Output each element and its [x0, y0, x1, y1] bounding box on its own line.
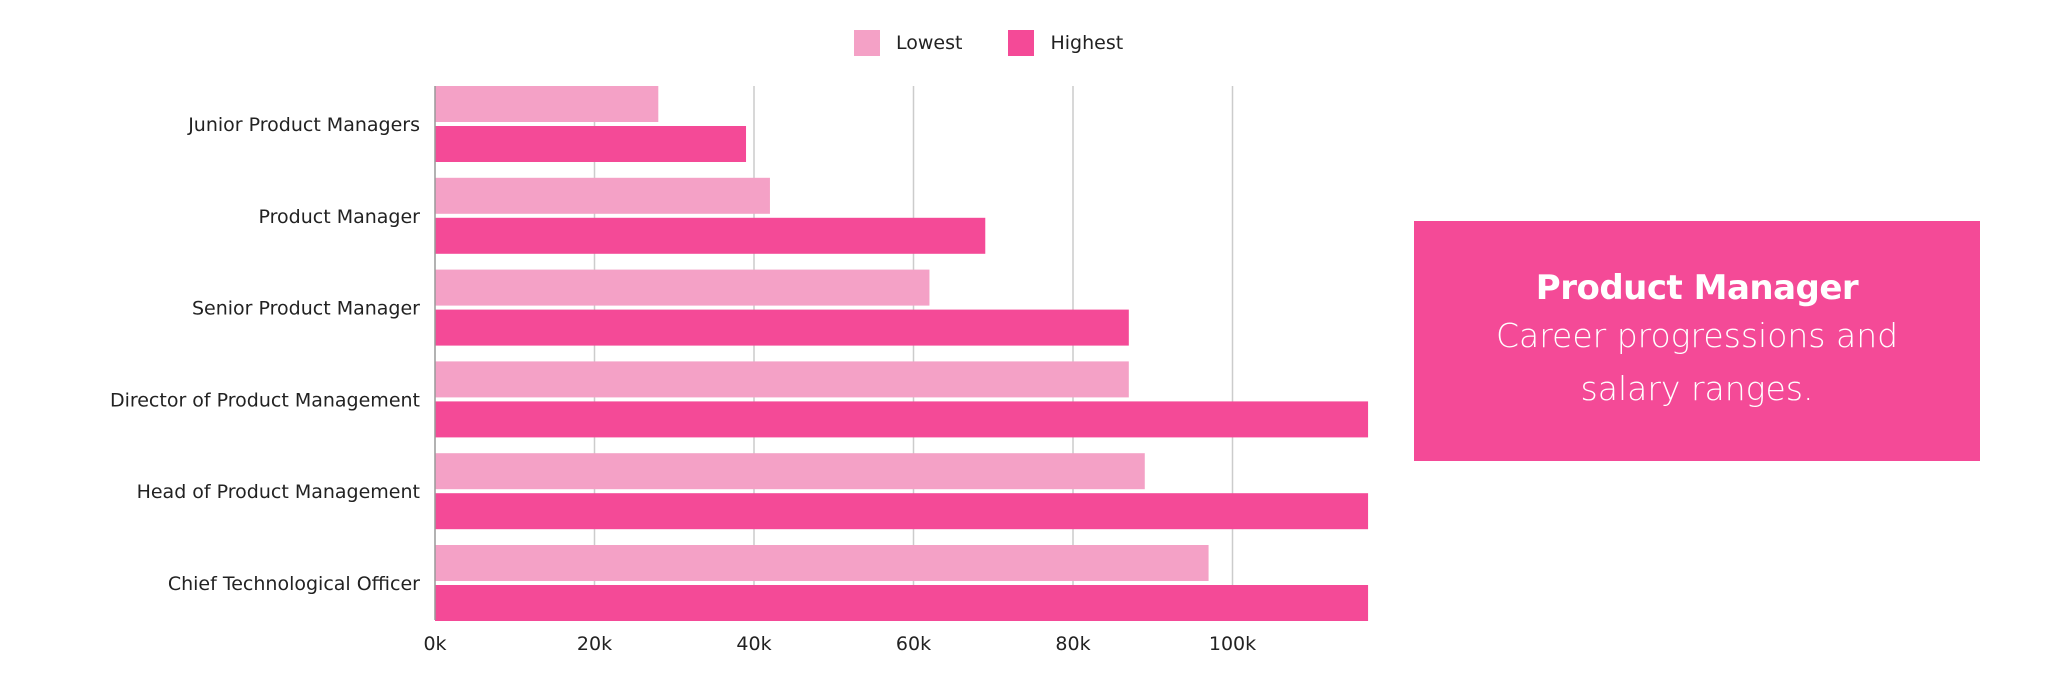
x-tick-label: 0k	[423, 633, 446, 655]
bar-highest	[435, 401, 1369, 438]
callout-text: Career progressions and salary ranges.	[1495, 316, 1899, 409]
x-tick-label: 40k	[736, 633, 771, 655]
bar-lowest	[435, 177, 770, 214]
legend-item-lowest: Lowest	[854, 30, 962, 56]
category-label: Senior Product Manager	[192, 298, 420, 320]
x-tick-label: 20k	[577, 633, 612, 655]
bar-highest	[435, 217, 986, 254]
bar-lowest	[435, 545, 1209, 581]
category-label: Chief Technological Officer	[168, 573, 420, 595]
bar-highest	[435, 585, 1369, 621]
chart-legend: Lowest Highest	[854, 30, 1169, 56]
legend-item-highest: Highest	[1008, 30, 1123, 56]
x-tick-label: 100k	[1209, 633, 1256, 655]
category-label: Head of Product Management	[137, 481, 420, 503]
legend-label-highest: Highest	[1050, 32, 1124, 54]
callout-title: Product Manager	[1535, 268, 1859, 309]
x-tick-label: 60k	[896, 633, 931, 655]
bar-highest	[435, 309, 1129, 346]
bar-highest	[435, 126, 747, 162]
legend-label-lowest: Lowest	[896, 32, 963, 54]
callout-box: Product Manager Career progressions and …	[1414, 221, 1980, 461]
category-label: Product Manager	[259, 206, 421, 228]
legend-swatch-lowest	[854, 30, 880, 56]
bar-lowest	[435, 361, 1129, 398]
x-tick-label: 80k	[1055, 633, 1090, 655]
bar-lowest	[435, 269, 930, 306]
bar-lowest	[435, 453, 1145, 490]
bar-lowest	[435, 86, 659, 122]
bar-highest	[435, 493, 1369, 530]
category-label: Junior Product Managers	[187, 114, 420, 136]
legend-swatch-highest	[1008, 30, 1035, 56]
category-label: Director of Product Management	[110, 389, 420, 411]
